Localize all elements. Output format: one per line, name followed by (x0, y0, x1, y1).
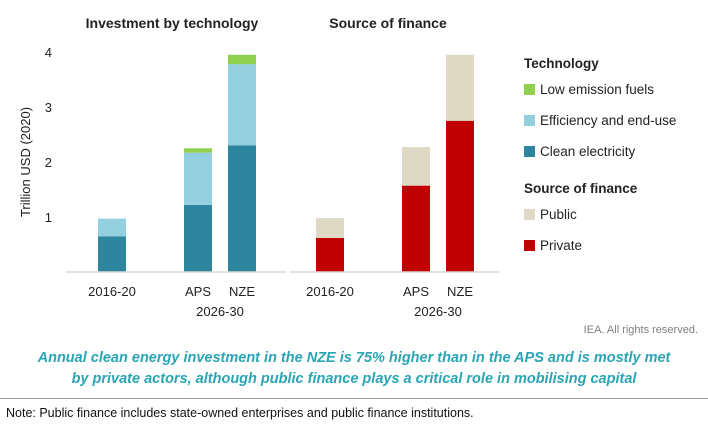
y-tick-label: 3 (45, 100, 52, 115)
bar-efficiency-and-end-use-nze (228, 64, 256, 146)
legend-group-title: Technology (524, 56, 599, 71)
legend-swatch-public (524, 209, 535, 220)
bar-private-aps (402, 185, 430, 272)
bar-low-emission-fuels-aps (184, 148, 212, 153)
y-axis-label: Trillion USD (2020) (18, 107, 33, 217)
caption-line-2: by private actors, although public finan… (71, 371, 637, 387)
charts-figure: Trillion USD (2020) 1 2 3 4 Investment by tec… (18, 15, 676, 319)
x-group-label: 2026-30 (196, 304, 244, 319)
legend-item-label: Private (540, 238, 582, 253)
x-tick-label: 2016-20 (306, 284, 354, 299)
y-tick-label: 4 (45, 45, 52, 60)
bar-low-emission-fuels-nze (228, 54, 256, 65)
footnote: Note: Public finance includes state-owne… (6, 406, 474, 420)
x-group-label: 2026-30 (414, 304, 462, 319)
bar-private-nze (446, 120, 474, 272)
bar-clean-electricity-aps (184, 204, 212, 272)
x-tick-label: APS (185, 284, 211, 299)
panel-title: Investment by technology (86, 15, 259, 31)
bar-efficiency-and-end-use-aps (184, 152, 212, 205)
bar-efficiency-and-end-use-2016-20 (98, 218, 126, 237)
legend-item-label: Low emission fuels (540, 82, 654, 97)
x-tick-label: NZE (447, 284, 473, 299)
copyright-credit: IEA. All rights reserved. (583, 324, 698, 336)
x-tick-label: APS (403, 284, 429, 299)
y-tick-label: 2 (45, 155, 52, 170)
legend-group-title: Source of finance (524, 181, 638, 196)
bar-public-aps (402, 147, 430, 186)
bar-public-nze (446, 54, 474, 121)
legend-swatch-low-emission-fuels (524, 84, 535, 95)
legend-swatch-private (524, 240, 535, 251)
legend-item-label: Public (540, 207, 577, 222)
legend-item-label: Efficiency and end-use (540, 113, 676, 128)
bar-public-2016-20 (316, 218, 344, 238)
bar-clean-electricity-nze (228, 145, 256, 272)
bar-private-2016-20 (316, 237, 344, 272)
bar-clean-electricity-2016-20 (98, 236, 126, 272)
x-tick-label: 2016-20 (88, 284, 136, 299)
note-divider (0, 398, 708, 399)
legend-swatch-efficiency-and-end-use (524, 115, 535, 126)
caption-line-1: Annual clean energy investment in the NZ… (37, 350, 671, 366)
panel-title: Source of finance (329, 15, 447, 31)
legend-item-label: Clean electricity (540, 144, 636, 159)
legend-swatch-clean-electricity (524, 146, 535, 157)
x-tick-label: NZE (229, 284, 255, 299)
figure-caption: Annual clean energy investment in the NZ… (0, 348, 708, 390)
y-tick-label: 1 (45, 210, 52, 225)
